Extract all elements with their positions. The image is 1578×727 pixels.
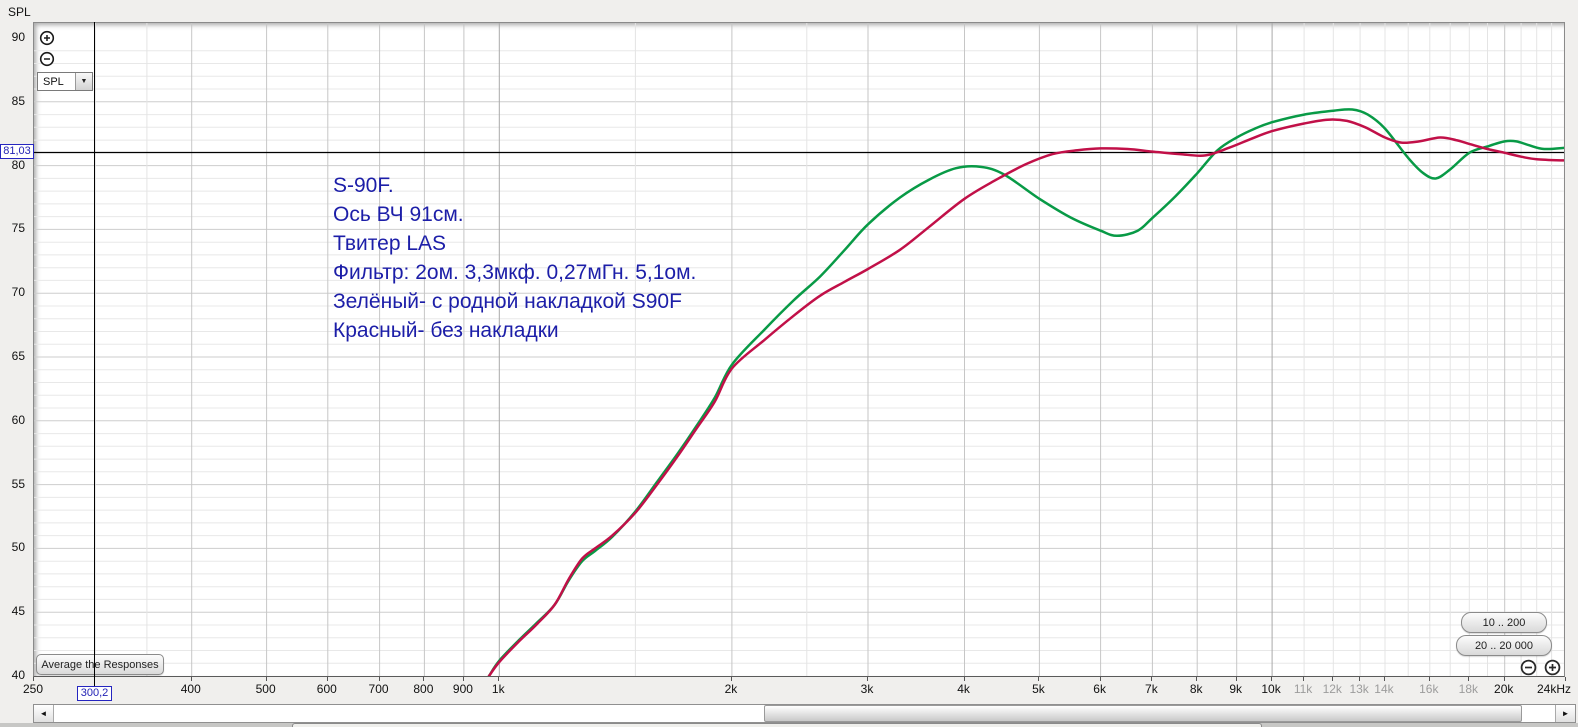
x-tick-label: 14k (1374, 682, 1394, 696)
x-tick-mark (730, 677, 732, 681)
y-axis-title: SPL (8, 5, 31, 19)
y-tick-label: 90 (11, 30, 25, 44)
hzoom-out-icon[interactable] (1520, 659, 1537, 676)
x-tick-mark (1428, 677, 1430, 681)
x-tick-mark (1271, 677, 1273, 681)
x-tick-label: 5k (1032, 682, 1045, 696)
annotation-text: S-90F. Ось ВЧ 91см. Твитер LAS Фильтр: 2ом.… (333, 171, 696, 345)
y-tick-label: 45 (11, 604, 25, 619)
x-tick-label: 10k (1261, 682, 1281, 696)
red-series-curve (487, 118, 1564, 676)
x-tick-mark (1099, 677, 1101, 681)
x-tick-mark (1383, 677, 1385, 681)
x-tick-mark (378, 677, 380, 681)
x-tick-mark (1151, 677, 1153, 681)
x-tick-mark (1564, 677, 1566, 681)
y-tick-label: 80 (11, 157, 25, 172)
x-tick-label: 3k (860, 682, 874, 696)
x-tick-label: 9k (1229, 682, 1243, 696)
x-tick-label: 800 (413, 682, 434, 696)
x-tick-label: 700 (368, 682, 389, 696)
frequency-cursor-line[interactable] (94, 22, 95, 686)
x-tick-mark (498, 677, 500, 681)
annotation-line: Красный- без накладки (333, 319, 559, 342)
average-responses-button[interactable]: Average the Responses (36, 654, 164, 675)
x-tick-label: 18k (1458, 682, 1479, 696)
x-tick-mark (190, 677, 192, 681)
x-tick-label: 2k (724, 682, 738, 696)
horizontal-scrollbar[interactable]: ◄ ► (33, 704, 1576, 723)
x-tick-label: 4k (957, 682, 970, 696)
y-tick-label: 60 (11, 412, 25, 427)
y-tick-label: 85 (11, 93, 25, 108)
x-tick-label: 13k (1349, 682, 1369, 696)
y-tick-label: 70 (11, 285, 25, 300)
annotation-line: Ось ВЧ 91см. (333, 203, 464, 226)
plot-area[interactable]: SPL ▼ S-90F. Ось ВЧ 91см. Твитер LAS Фильтр… (33, 22, 1565, 677)
y-tick-label: 75 (11, 221, 25, 236)
x-tick-label: 1k (491, 682, 505, 696)
x-tick-mark (963, 677, 965, 681)
chart-canvas (34, 23, 1564, 676)
x-tick-mark (1196, 677, 1198, 681)
x-tick-label: 12k (1322, 682, 1342, 696)
axis-mode-value: SPL (43, 75, 64, 88)
annotation-line: Фильтр: 2ом. 3,3мкф. 0,27мГн. 5,1ом. (333, 261, 697, 284)
annotation-line: Твитер LAS (333, 232, 447, 255)
x-tick-label: 20k (1494, 682, 1514, 696)
annotation-line: Зелёный- с родной накладкой S90F (333, 290, 682, 313)
spl-cursor-value: 81,03 (0, 144, 34, 159)
x-tick-mark (1235, 677, 1237, 681)
y-tick-label: 55 (11, 476, 25, 491)
x-tick-mark (462, 677, 464, 681)
x-tick-label: 11k (1293, 682, 1313, 696)
y-tick-label: 50 (11, 540, 25, 555)
x-tick-label: 6k (1093, 682, 1106, 696)
scrollbar-track[interactable] (54, 705, 1555, 722)
x-tick-label: 500 (255, 682, 276, 696)
x-tick-mark (1359, 677, 1361, 681)
y-tick-label: 40 (11, 668, 25, 682)
x-tick-label: 24kHz (1536, 682, 1572, 696)
x-tick-mark (1503, 677, 1505, 681)
annotation-line: S-90F. (333, 174, 394, 197)
x-tick-label: 600 (316, 682, 337, 696)
chevron-down-icon[interactable]: ▼ (75, 73, 92, 90)
x-tick-label: 16k (1419, 682, 1439, 696)
scrollbar-thumb[interactable] (764, 705, 1522, 722)
x-tick-mark (326, 677, 328, 681)
x-tick-mark (866, 677, 868, 681)
range-10-200-button[interactable]: 10 .. 200 (1461, 612, 1547, 633)
x-tick-label: 8k (1189, 682, 1203, 696)
x-tick-mark (423, 677, 425, 681)
scroll-right-icon[interactable]: ► (1555, 705, 1575, 722)
scroll-left-icon[interactable]: ◄ (34, 705, 54, 722)
freq-cursor-value: 300,2 (77, 686, 112, 701)
peeking-window-edge (292, 723, 1262, 727)
x-tick-label: 400 (180, 682, 201, 696)
axis-mode-select[interactable]: SPL ▼ (37, 72, 93, 91)
x-tick-mark (265, 677, 267, 681)
x-tick-mark (1038, 677, 1040, 681)
x-tick-label: 900 (452, 682, 473, 696)
x-tick-mark (1303, 677, 1305, 681)
bottom-edge (0, 723, 1578, 727)
y-tick-label: 65 (11, 349, 25, 363)
x-tick-label: 7k (1145, 682, 1158, 696)
hzoom-in-icon[interactable] (1544, 659, 1561, 676)
range-20-20000-button[interactable]: 20 .. 20 000 (1456, 635, 1552, 656)
x-tick-mark (33, 677, 34, 681)
zoom-out-icon[interactable] (39, 51, 55, 67)
x-tick-mark (1468, 677, 1470, 681)
x-tick-label: 250 (22, 682, 44, 696)
zoom-in-icon[interactable] (39, 30, 55, 46)
x-tick-mark (1332, 677, 1334, 681)
